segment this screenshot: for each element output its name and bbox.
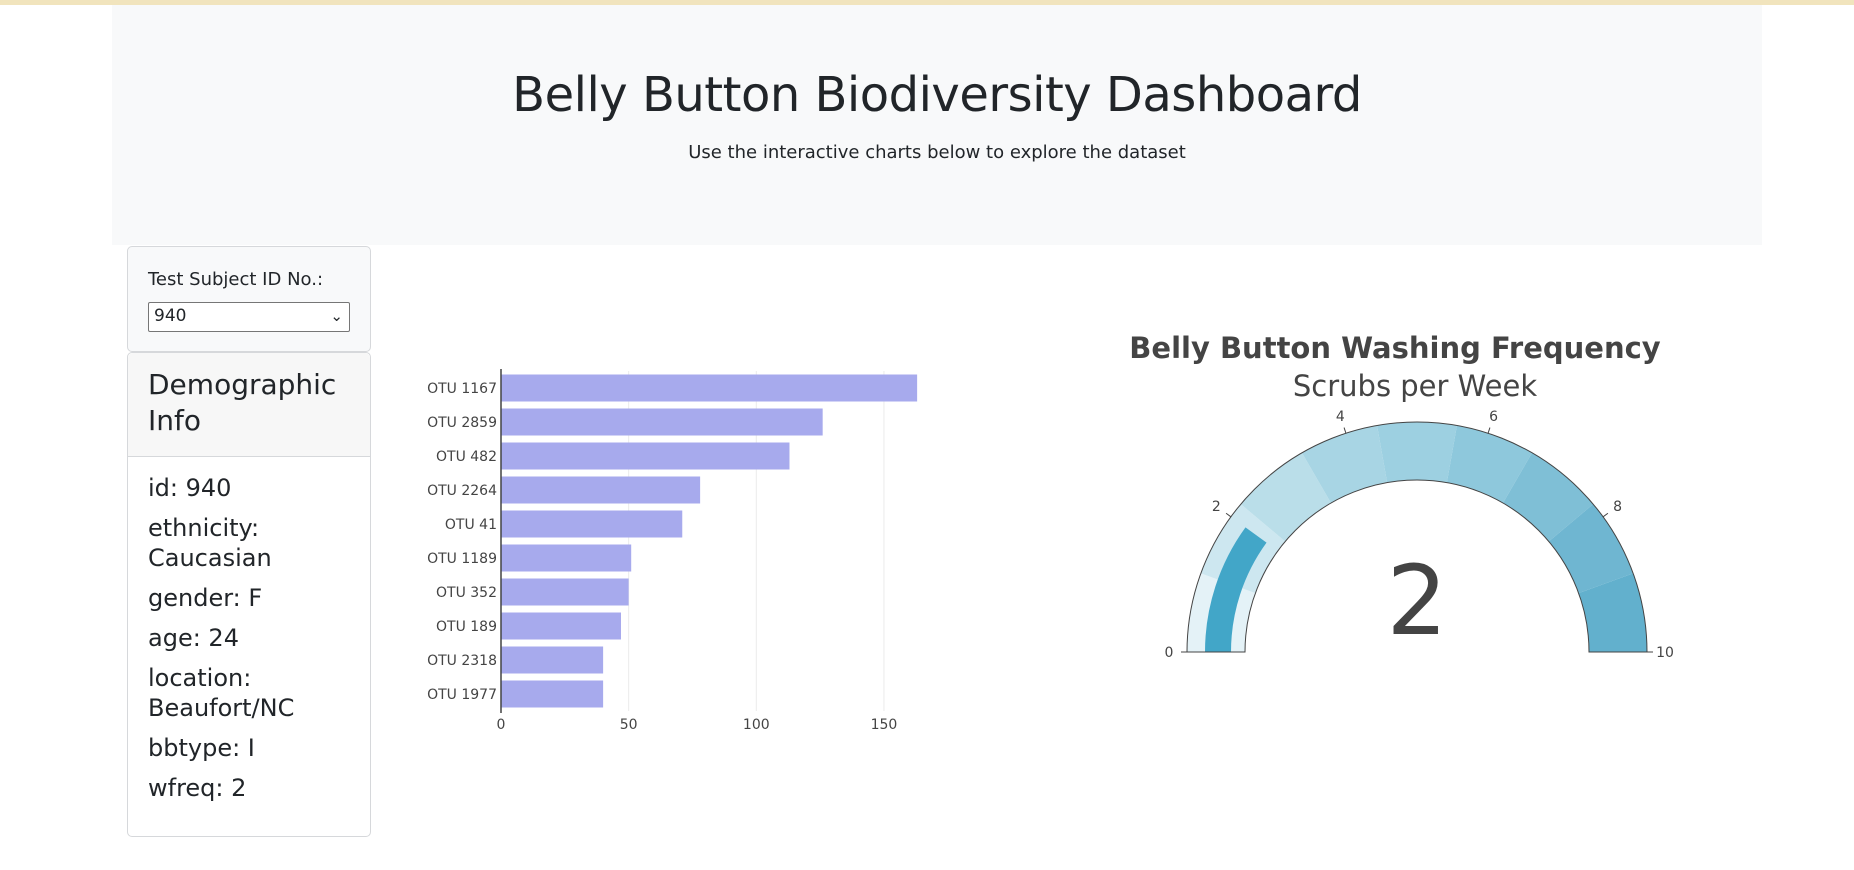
gauge-tick-label-5: 10 <box>1656 645 1674 661</box>
bar-otu-1977 <box>501 680 604 708</box>
gauge-value-bar <box>1205 527 1267 652</box>
gauge-step-2 <box>1240 452 1331 542</box>
bar-otu-2859 <box>501 408 823 436</box>
y-tick-label-2: OTU 482 <box>436 449 497 465</box>
demographic-item-age: age: 24 <box>148 624 239 652</box>
subject-select-label: Test Subject ID No.: <box>148 269 324 290</box>
header-banner: Belly Button Biodiversity Dashboard Use … <box>112 5 1762 245</box>
bar-otu-352 <box>501 578 629 606</box>
demographic-item-location: location: Beaufort/NC <box>148 664 295 722</box>
subject-id-selected: 940 <box>154 306 187 326</box>
y-tick-label-1: OTU 2859 <box>427 415 497 431</box>
demographic-list: id: 940 ethnicity: Caucasian gender: F a… <box>148 473 358 813</box>
gauge-title: Belly Button Washing Frequency <box>1129 331 1660 365</box>
gauge-tick-2 <box>1343 427 1347 434</box>
washing-frequency-gauge[interactable]: Belly Button Washing Frequency Scrubs per… <box>1110 320 1730 680</box>
bar-otu-482 <box>501 442 790 470</box>
page-title: Belly Button Biodiversity Dashboard <box>512 67 1362 123</box>
gauge-step-5 <box>1446 425 1532 504</box>
gauge-step-7 <box>1548 504 1634 594</box>
subject-select-card: Test Subject ID No.: 940 ⌄ <box>127 246 371 352</box>
y-tick-label-6: OTU 352 <box>436 585 497 601</box>
demographic-item-wfreq: wfreq: 2 <box>148 774 247 802</box>
gauge-tick-label-2: 4 <box>1336 409 1345 425</box>
y-tick-label-8: OTU 2318 <box>427 653 497 669</box>
bar-otu-1167 <box>501 374 918 402</box>
chevron-down-icon: ⌄ <box>330 307 343 325</box>
gauge-step-4 <box>1377 422 1457 483</box>
bar-otu-1189 <box>501 544 632 572</box>
gauge-tick-1 <box>1225 512 1232 518</box>
y-tick-label-7: OTU 189 <box>436 619 497 635</box>
browser-top-strip <box>0 0 1854 5</box>
subject-id-dropdown[interactable]: 940 ⌄ <box>148 302 350 332</box>
y-tick-label-4: OTU 41 <box>445 517 497 533</box>
y-tick-label-0: OTU 1167 <box>427 381 497 397</box>
gauge-tick-4 <box>1602 512 1609 518</box>
gauge-tick-label-3: 6 <box>1489 409 1498 425</box>
bar-otu-41 <box>501 510 683 538</box>
gauge-tick-label-4: 8 <box>1613 499 1622 515</box>
demographic-info-card: Demographic Info id: 940 ethnicity: Cauc… <box>127 352 371 837</box>
x-tick-label-0: 0 <box>497 717 506 733</box>
bar-otu-189 <box>501 612 621 640</box>
y-tick-label-3: OTU 2264 <box>427 483 497 499</box>
top10-otu-bar-chart[interactable]: 0 50 100 150 OTU 1167 OTU 2859 OTU 482 OTU 2264… <box>405 360 965 740</box>
page-subtitle: Use the interactive charts below to expl… <box>688 142 1186 163</box>
gauge-tick-label-1: 2 <box>1212 499 1221 515</box>
bar-otu-2318 <box>501 646 604 674</box>
y-tick-label-9: OTU 1977 <box>427 687 497 703</box>
demographic-item-gender: gender: F <box>148 584 263 612</box>
demographic-item-id: id: 940 <box>148 474 232 502</box>
gauge-value-number: 2 <box>1386 545 1447 657</box>
x-tick-label-1: 50 <box>620 717 638 733</box>
bar-otu-2264 <box>501 476 701 504</box>
gauge-tick-3 <box>1487 427 1491 434</box>
demographic-title: Demographic Info <box>148 368 337 437</box>
gauge-step-3 <box>1302 425 1388 504</box>
gauge-subtitle: Scrubs per Week <box>1293 369 1537 403</box>
x-tick-label-2: 100 <box>743 717 770 733</box>
demographic-item-bbtype: bbtype: I <box>148 734 255 762</box>
gauge-step-6 <box>1503 452 1594 542</box>
demographic-card-header: Demographic Info <box>128 353 370 457</box>
gauge-tick-label-0: 0 <box>1165 645 1174 661</box>
x-tick-label-3: 150 <box>871 717 898 733</box>
y-tick-label-5: OTU 1189 <box>427 551 497 567</box>
demographic-item-ethnicity: ethnicity: Caucasian <box>148 514 272 572</box>
gauge-step-8 <box>1578 573 1647 652</box>
gauge-outline <box>1186 421 1648 653</box>
